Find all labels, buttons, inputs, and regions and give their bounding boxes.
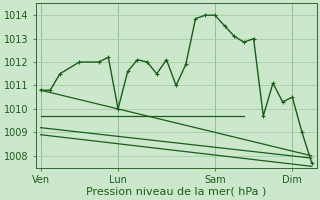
X-axis label: Pression niveau de la mer( hPa ): Pression niveau de la mer( hPa ) (86, 187, 266, 197)
